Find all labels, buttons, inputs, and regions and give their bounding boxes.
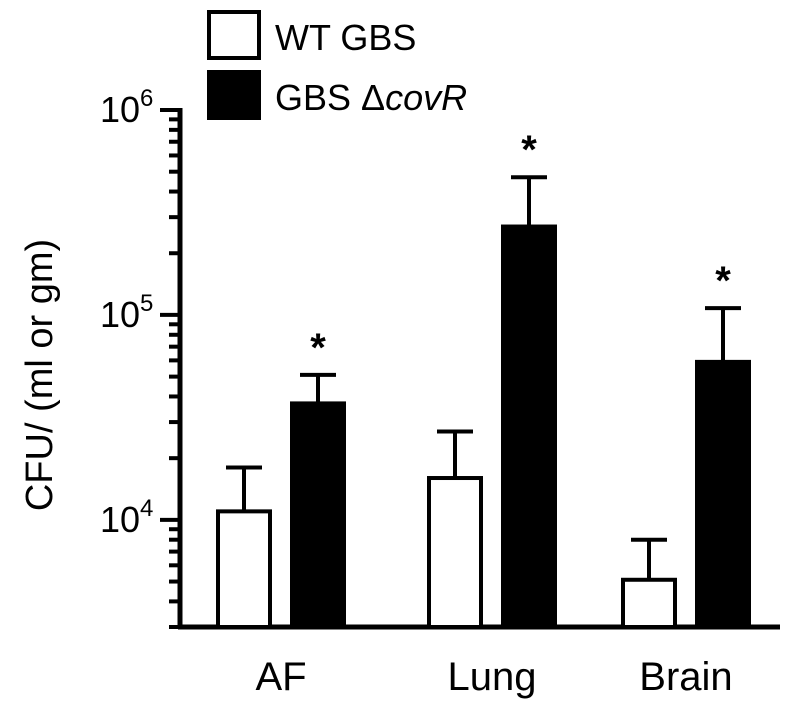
y-tick-label: 105 (100, 290, 153, 335)
y-tick-base: 10 (100, 89, 140, 130)
significance-asterisk: * (715, 259, 731, 303)
legend-label-covr-italic: covR (385, 77, 467, 118)
category-labels: AF Lung Brain (255, 655, 732, 699)
bar-wt-af (216, 509, 272, 629)
legend-swatch-wt (207, 10, 261, 60)
y-tick-exponent: 4 (140, 495, 153, 522)
category-label-lung: Lung (448, 655, 537, 699)
error-bars (226, 175, 741, 580)
legend: WT GBS GBS ΔcovR (207, 10, 467, 120)
y-axis (160, 108, 780, 630)
category-label-brain: Brain (639, 655, 732, 699)
bar-covr-brain (695, 359, 751, 629)
y-tick-label: 104 (100, 495, 153, 540)
legend-label-covr: GBS ΔcovR (275, 77, 467, 118)
legend-label-covr-prefix: GBS Δ (275, 77, 385, 118)
y-tick-exponent: 5 (140, 290, 153, 317)
bars (216, 224, 751, 630)
y-tick-base: 10 (100, 499, 140, 540)
significance-asterisk: * (521, 128, 537, 172)
bar-wt-brain (621, 577, 677, 629)
significance-asterisk: * (310, 326, 326, 370)
bar-wt-lung (427, 476, 483, 629)
y-tick-exponent: 6 (140, 85, 153, 112)
legend-label-wt: WT GBS (275, 17, 416, 58)
significance-markers: * * * (310, 128, 731, 370)
category-label-af: AF (255, 655, 306, 699)
legend-swatch-covr (207, 70, 261, 120)
bar-covr-lung (501, 224, 557, 630)
y-axis-label: CFU/ (ml or gm) (19, 239, 61, 511)
y-tick-base: 10 (100, 294, 140, 335)
y-tick-label: 106 (100, 85, 153, 130)
bar-covr-af (290, 401, 346, 629)
